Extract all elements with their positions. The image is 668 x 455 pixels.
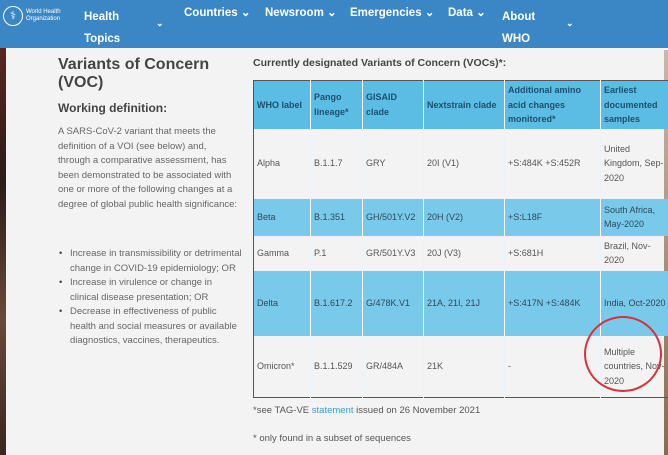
- background-edge: [0, 0, 6, 455]
- table-cell: 21A, 21I, 21J: [423, 270, 505, 336]
- table-cell: +S:L18F: [504, 198, 601, 236]
- table-cell: United Kingdom, Sep-2020: [600, 128, 668, 199]
- table-row: Beta B.1.351 GH/501Y.V2 20H (V2) +S:L18F Sout…: [253, 198, 668, 236]
- chevron-down-icon[interactable]: ⌄: [156, 18, 164, 28]
- top-nav: ⚕ World Health Organization Health Topics…: [0, 0, 668, 48]
- table-cell: 20J (V3): [423, 235, 505, 271]
- page-title: Variants of Concern (VOC): [58, 56, 210, 91]
- table-row: Gamma P.1 GR/501Y.V3 20J (V3) +S:681H Brazil,…: [253, 235, 668, 271]
- table-cell: 20I (V1): [423, 128, 505, 199]
- table-cell: P.1: [310, 235, 363, 271]
- highlight-circle: [584, 316, 662, 392]
- list-item: Increase in transmissibility or detrimen…: [58, 247, 243, 276]
- list-item: Increase in virulence or change in clini…: [58, 276, 243, 305]
- table-cell: +S:484K +S:452R: [504, 128, 601, 199]
- table-cell: Alpha: [253, 128, 311, 199]
- col-header: Additional amino acid changes monitored*: [504, 80, 601, 129]
- who-emblem-icon: ⚕: [3, 6, 23, 26]
- nav-newsroom[interactable]: Newsroom ⌄: [265, 7, 337, 19]
- nav-about-who[interactable]: About WHO: [502, 11, 536, 45]
- nav-countries[interactable]: Countries ⌄: [184, 7, 251, 19]
- col-header: WHO label: [253, 80, 311, 129]
- nav-emergencies[interactable]: Emergencies ⌄: [350, 7, 435, 19]
- table-cell: B.1.617.2: [310, 270, 363, 336]
- who-logo[interactable]: ⚕ World Health Organization: [3, 6, 62, 26]
- table-cell: Delta: [253, 270, 311, 336]
- table-cell: G/478K.V1: [362, 270, 424, 336]
- table-cell: B.1.1.529: [310, 335, 363, 398]
- table-cell: +S:417N +S:484K: [504, 270, 601, 336]
- col-header: Earliest documented samples: [600, 80, 668, 129]
- table-cell: Omicron*: [253, 335, 311, 398]
- table-header-row: WHO label Pango lineage* GISAID clade Ne…: [253, 80, 668, 129]
- table-cell: 20H (V2): [423, 198, 505, 236]
- table-cell: GR/501Y.V3: [362, 235, 424, 271]
- criteria-list: Increase in transmissibility or detrimen…: [58, 247, 243, 349]
- table-cell: GRY: [362, 128, 424, 199]
- table-cell: Brazil, Nov-2020: [600, 235, 668, 271]
- table-cell: +S:681H: [504, 235, 601, 271]
- footnote-subset: * only found in a subset of sequences: [253, 433, 411, 444]
- list-item: Decrease in effectiveness of public heal…: [58, 305, 243, 349]
- table-cell: Beta: [253, 198, 311, 236]
- col-header: GISAID clade: [362, 80, 424, 129]
- footnote-statement: *see TAG-VE statement issued on 26 Novem…: [253, 405, 481, 416]
- nav-data[interactable]: Data ⌄: [448, 7, 486, 19]
- voc-table: WHO label Pango lineage* GISAID clade Ne…: [253, 80, 668, 398]
- table-cell: South Africa, May-2020: [600, 198, 668, 236]
- table-cell: 21K: [423, 335, 505, 398]
- table-row: Alpha B.1.1.7 GRY 20I (V1) +S:484K +S:452R Un…: [253, 128, 668, 199]
- table-cell: GR/484A: [362, 335, 424, 398]
- statement-link[interactable]: statement: [311, 405, 354, 416]
- nav-health-topics[interactable]: Health Topics: [84, 11, 121, 45]
- col-header: Pango lineage*: [310, 80, 363, 129]
- definition-heading: Working definition:: [58, 101, 168, 115]
- table-cell: B.1.351: [310, 198, 363, 236]
- table-title: Currently designated Variants of Concern…: [253, 57, 507, 69]
- table-cell: GH/501Y.V2: [362, 198, 424, 236]
- chevron-down-icon[interactable]: ⌄: [566, 18, 574, 28]
- definition-text: A SARS-CoV-2 variant that meets the defi…: [58, 126, 238, 210]
- col-header: Nextstrain clade: [423, 80, 505, 129]
- table-cell: Gamma: [253, 235, 311, 271]
- table-cell: B.1.1.7: [310, 128, 363, 199]
